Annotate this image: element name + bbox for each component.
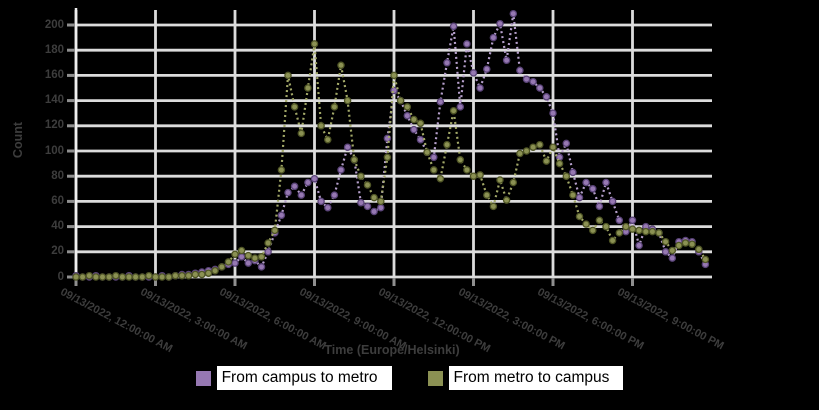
y-tick-label: 0 (57, 270, 64, 283)
y-tick-label: 60 (51, 194, 64, 207)
legend-label-campus-to-metro: From campus to metro (216, 366, 392, 390)
series-metro-to-campus (72, 40, 710, 281)
y-tick-label: 80 (51, 169, 64, 182)
y-axis-title: Count (11, 121, 25, 159)
x-axis-title: Time (Europe/Helsinki) (324, 343, 460, 357)
y-tick-label: 200 (44, 18, 64, 31)
y-tick-label: 140 (44, 94, 64, 107)
metro-to-campus-swatch-icon (427, 370, 443, 386)
legend-item-campus-to-metro[interactable]: From campus to metro (195, 366, 392, 390)
y-tick-label: 160 (44, 68, 64, 81)
campus-to-metro-swatch-icon (195, 370, 211, 386)
y-tick-label: 40 (51, 220, 64, 233)
y-tick-label: 20 (51, 245, 64, 258)
y-tick-label: 120 (44, 119, 64, 132)
legend-label-metro-to-campus: From metro to campus (448, 366, 624, 390)
y-tick-label: 180 (44, 43, 64, 56)
legend-item-metro-to-campus[interactable]: From metro to campus (427, 366, 624, 390)
y-tick-label: 100 (44, 144, 64, 157)
legend: From campus to metro From metro to campu… (0, 366, 819, 390)
